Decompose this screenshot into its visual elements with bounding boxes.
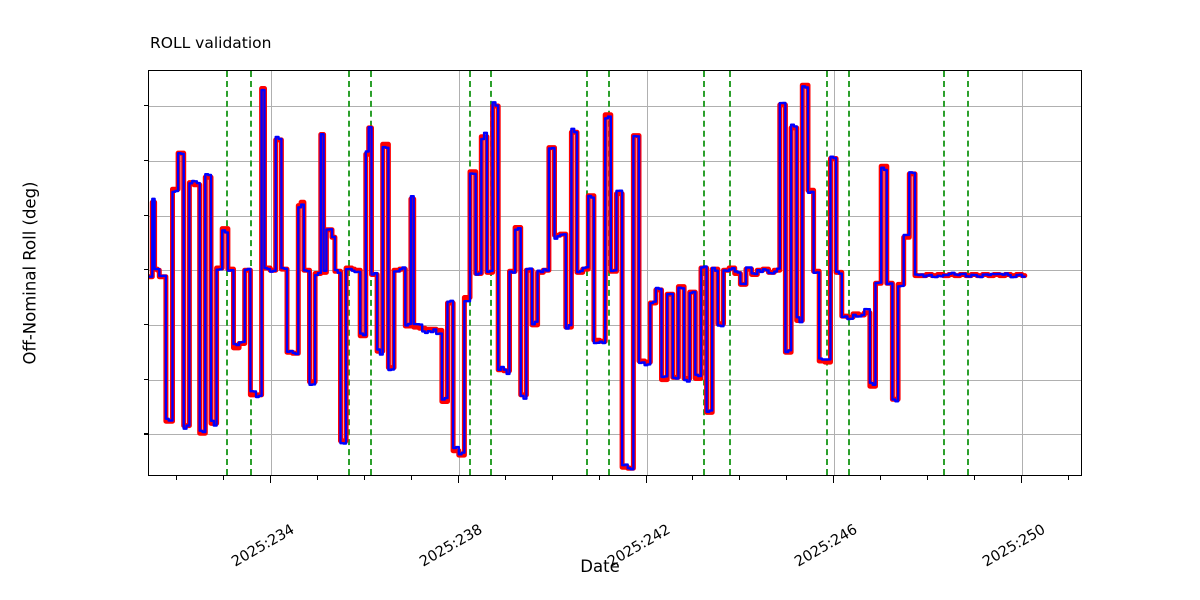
y-tick-mark [144,159,148,161]
gridline-horizontal [149,106,1081,108]
x-tick-mark-minor [317,476,319,480]
x-tick-mark-minor [223,476,225,480]
gridline-horizontal [149,160,1081,162]
x-tick-mark-major [645,476,647,483]
vertical-marker-line [848,71,851,475]
series-layer [149,82,1028,471]
x-tick-mark-major [833,476,835,483]
vertical-marker-line [586,71,589,475]
gridline-vertical [271,71,273,475]
gridline-vertical [458,71,460,475]
series-model-line [149,85,1026,471]
vertical-marker-line [729,71,732,475]
plot-area [148,70,1082,476]
x-tick-mark-major [1021,476,1023,483]
x-tick-mark-minor [692,476,694,480]
page-title: ROLL validation [150,34,272,52]
x-tick-mark-minor [598,476,600,480]
x-tick-mark-minor [1067,476,1069,480]
x-tick-mark-minor [410,476,412,480]
gridline-horizontal [149,379,1081,381]
x-tick-mark-minor [504,476,506,480]
y-axis-title: Off-Nominal Roll (deg) [20,181,40,365]
x-tick-mark-minor [363,476,365,480]
y-tick-mark [144,433,148,435]
gridline-horizontal [149,324,1081,327]
x-tick-mark-minor [786,476,788,480]
x-tick-mark-minor [739,476,741,480]
x-tick-mark-minor [176,476,178,480]
vertical-marker-line [702,71,705,475]
gridline-vertical [646,71,648,475]
gridline-horizontal [149,434,1081,436]
y-tick-mark [144,105,148,107]
y-tick-mark [144,323,148,326]
x-tick-mark-minor [551,476,553,480]
x-tick-mark-major [457,476,460,483]
x-axis-title: Date [580,557,620,576]
y-tick-mark [144,269,148,271]
vertical-marker-line [825,71,828,475]
y-tick-mark [144,378,148,380]
x-tick-mark-minor [927,476,929,480]
x-tick-mark-major [270,476,272,483]
vertical-marker-line [226,71,229,475]
x-tick-mark-minor [880,476,882,480]
y-tick-mark [144,214,148,216]
x-tick-mark-minor [974,476,976,480]
